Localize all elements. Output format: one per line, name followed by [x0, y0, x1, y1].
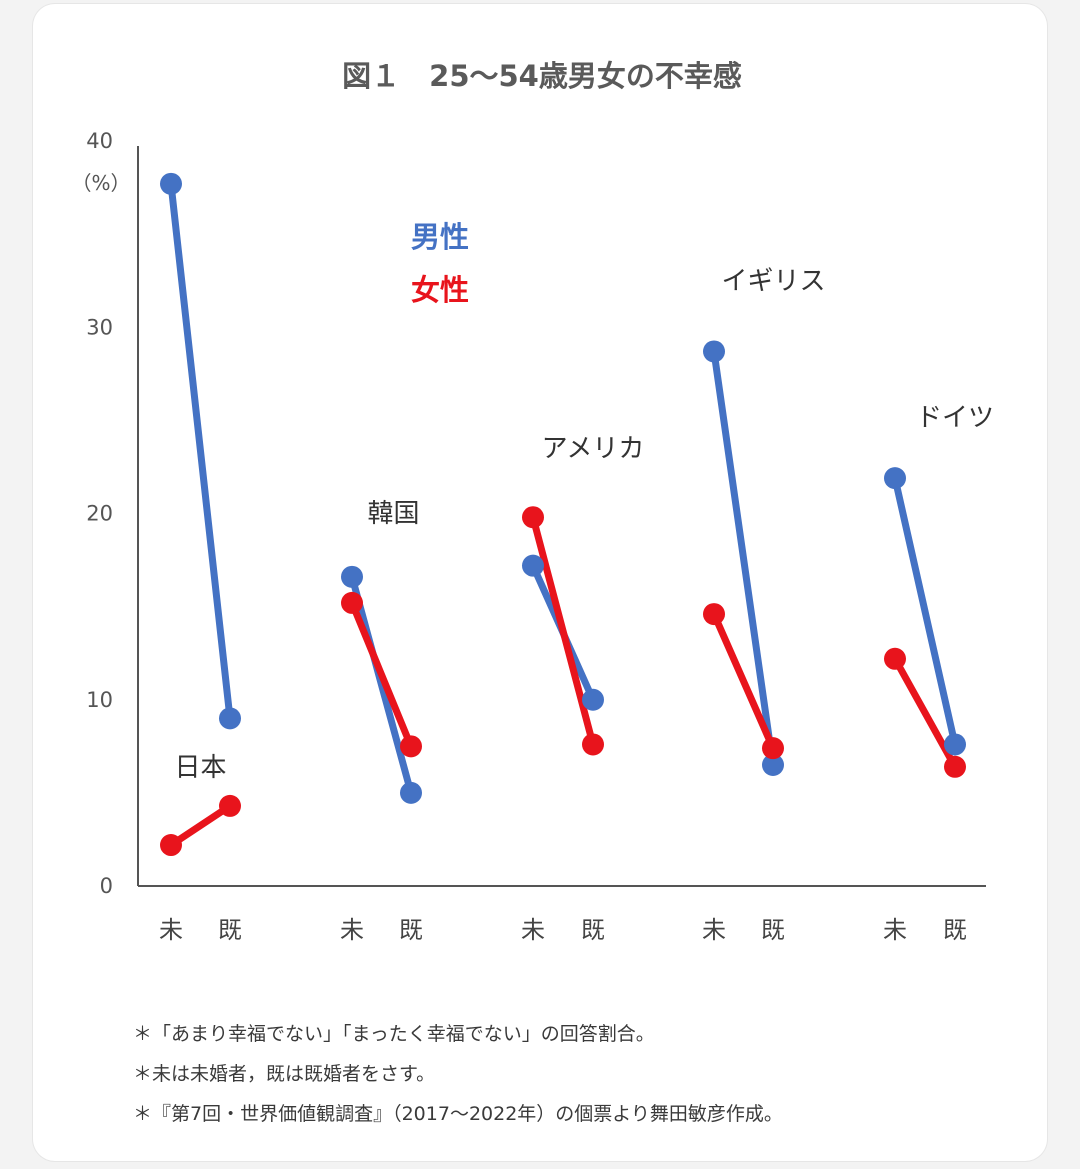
group-label: ドイツ: [916, 403, 994, 433]
data-point-male: [160, 172, 182, 195]
legend-entry-female: 女性: [411, 273, 469, 307]
group-label: 韓国: [367, 499, 419, 529]
x-category-label: 未: [521, 916, 545, 944]
data-point-female: [762, 737, 784, 760]
data-point-male: [219, 707, 241, 730]
data-point-female: [522, 506, 544, 529]
footnote-3: ＊『第7回・世界価値観調査』（2017～2022年）の個票より舞田敏彦作成。: [133, 1103, 783, 1125]
series-line-male: [348, 573, 415, 797]
x-category-label: 未: [159, 916, 183, 944]
series-points: [160, 172, 966, 857]
legend-entry-male: 男性: [411, 220, 469, 254]
data-point-female: [219, 794, 241, 817]
footnote-2: ＊未は未婚者，既は既婚者をさす。: [133, 1063, 436, 1085]
y-tick-label: 30: [86, 315, 113, 339]
data-point-female: [944, 755, 966, 778]
x-category-label: 未: [883, 916, 907, 944]
x-category-label: 未: [340, 916, 364, 944]
series-line-female: [167, 802, 234, 849]
data-point-male: [582, 688, 604, 711]
footnotes: ＊「あまり幸福でない」「まったく幸福でない」の回答割合。 ＊未は未婚者，既は既婚…: [133, 1014, 1033, 1134]
data-point-male: [341, 565, 363, 588]
data-point-male: [884, 467, 906, 490]
group-label: アメリカ: [542, 434, 645, 464]
y-axis-ticks: 0 10 20 30 40: [86, 129, 113, 898]
x-category-label: 既: [581, 916, 605, 944]
y-tick-label: 20: [86, 502, 113, 526]
series-line-female: [529, 513, 597, 748]
series-line-male: [891, 474, 959, 748]
x-category-label: 既: [218, 916, 242, 944]
data-point-male: [762, 753, 784, 776]
series-line-female: [348, 599, 415, 750]
data-point-male: [400, 781, 422, 804]
y-tick-label: 40: [86, 129, 113, 153]
series-lines: [167, 180, 959, 849]
y-axis-unit-label: （%）: [71, 171, 130, 195]
data-point-male: [703, 340, 725, 363]
x-category-label: 既: [943, 916, 967, 944]
data-point-male: [522, 554, 544, 577]
data-point-female: [400, 735, 422, 758]
data-point-male: [944, 733, 966, 756]
group-label: 日本: [174, 753, 226, 783]
data-point-female: [582, 733, 604, 756]
series-line-male: [167, 180, 234, 722]
series-line-male: [710, 347, 777, 769]
y-tick-label: 0: [100, 874, 113, 898]
data-point-female: [341, 591, 363, 614]
chart-title: 図１ 25～54歳男女の不幸感: [342, 59, 742, 93]
x-category-label: 未: [702, 916, 726, 944]
x-category-label: 既: [399, 916, 423, 944]
x-axis-category-labels: 未既未既未既未既未既: [159, 916, 967, 944]
data-point-female: [160, 834, 182, 857]
legend: 男性 女性: [411, 220, 469, 307]
footnote-1: ＊「あまり幸福でない」「まったく幸福でない」の回答割合。: [133, 1023, 655, 1045]
y-tick-label: 10: [86, 688, 113, 712]
line-chart: 図１ 25～54歳男女の不幸感 （%） 0 10 20 30 40 日本 韓国 アメリカ イギ…: [71, 59, 994, 944]
data-point-female: [703, 603, 725, 626]
data-point-female: [884, 647, 906, 670]
chart-card: 図１ 25～54歳男女の不幸感 （%） 0 10 20 30 40 日本 韓国 アメリカ イギ…: [33, 4, 1047, 1161]
x-category-label: 既: [761, 916, 785, 944]
series-line-female: [710, 610, 777, 752]
group-label: イギリス: [721, 266, 825, 296]
